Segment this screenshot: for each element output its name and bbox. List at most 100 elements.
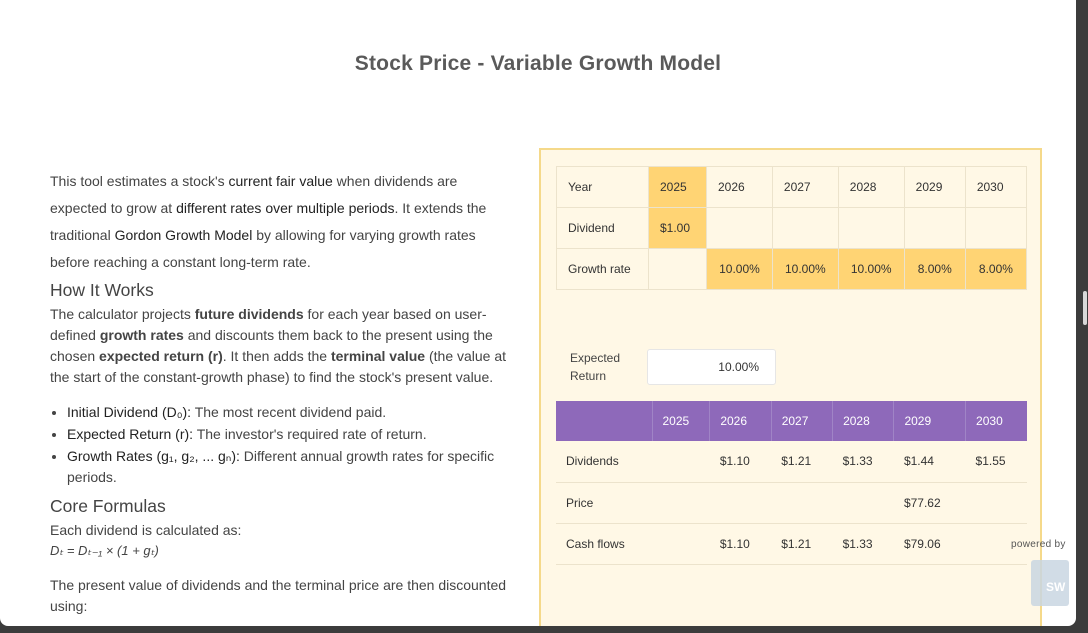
- initial-dividend-input[interactable]: $1.00: [648, 207, 707, 249]
- table-cell: [832, 482, 894, 524]
- page-title: Stock Price - Variable Growth Model: [354, 52, 722, 75]
- table-cell: [709, 482, 772, 524]
- table-header-row: 2025 2026 2027 2028 2029 2030: [556, 401, 1027, 441]
- intro-paragraph: This tool estimates a stock's current fa…: [50, 168, 518, 276]
- bullet-desc: The most recent dividend paid.: [191, 404, 387, 420]
- empty-cell: [837, 207, 905, 249]
- table-row: Year 2025 2026 2027 2028 2029 2030: [556, 166, 1028, 208]
- intro-text: . It extends the traditional: [50, 200, 487, 243]
- how-it-works-heading: How It Works: [50, 280, 154, 300]
- calculator-page: Stock Price - Variable Growth Model This…: [0, 0, 1076, 626]
- core-formulas-heading: Core Formulas: [50, 496, 166, 516]
- list-item: Initial Dividend (D₀): The most recent d…: [67, 402, 518, 423]
- year-cell: 2029: [903, 166, 966, 208]
- intro-bold: different rates over multiple periods: [176, 200, 395, 216]
- table-row: Dividend $1.00: [556, 207, 1028, 249]
- how-text: The calculator projects: [50, 306, 195, 322]
- header-cell: 2030: [965, 401, 1027, 441]
- growth-rate-input[interactable]: 8.00%: [903, 248, 966, 290]
- table-cell: [652, 441, 710, 483]
- intro-text: by allowing for varying growth rates bef…: [50, 227, 476, 270]
- table-cell: [652, 482, 710, 524]
- header-cell: 2027: [770, 401, 833, 441]
- header-cell: 2026: [709, 401, 772, 441]
- growth-rate-input[interactable]: 10.00%: [706, 248, 773, 290]
- results-table: 2025 2026 2027 2028 2029 2030 Dividends …: [556, 401, 1027, 565]
- header-cell: [556, 401, 652, 441]
- empty-cell: [648, 248, 707, 290]
- table-row: Growth rate 10.00% 10.00% 10.00% 8.00% 8…: [556, 248, 1028, 290]
- discount-text: The present value of dividends and the t…: [50, 577, 507, 614]
- intro-text: when dividends are expected to grow at: [50, 173, 458, 216]
- table-cell: $1.21: [771, 441, 833, 483]
- row-label: Cash flows: [556, 523, 652, 565]
- list-item: Growth Rates (g₁, g₂, ... gₙ): Different…: [67, 446, 518, 488]
- header-cell: 2025: [651, 401, 710, 441]
- empty-cell: [903, 207, 966, 249]
- year-cell: 2027: [771, 166, 839, 208]
- empty-cell: [771, 207, 839, 249]
- growth-input-table: Year 2025 2026 2027 2028 2029 2030 Divid…: [556, 166, 1028, 290]
- table-cell: $1.10: [709, 523, 772, 565]
- table-cell: $1.44: [893, 441, 966, 483]
- how-text: . It then adds the: [222, 348, 331, 364]
- list-item: Expected Return (r): The investor's requ…: [67, 424, 518, 445]
- bullet-desc: Different annual growth rates for specif…: [67, 448, 495, 485]
- empty-cell: [706, 207, 773, 249]
- calculator-panel: Year 2025 2026 2027 2028 2029 2030 Divid…: [539, 148, 1042, 626]
- bullet-term: Expected Return (r):: [67, 426, 194, 442]
- growth-rate-input[interactable]: 10.00%: [837, 248, 905, 290]
- intro-bold: current fair value: [228, 173, 333, 189]
- growth-rate-label: Growth rate: [556, 248, 649, 290]
- expected-return-label-line: Expected: [570, 351, 621, 365]
- intro-text: This tool estimates a stock's: [50, 173, 229, 189]
- how-bold: terminal value: [330, 348, 426, 364]
- year-cell: 2025: [648, 166, 707, 208]
- how-bold: future dividends: [194, 306, 304, 322]
- how-text: (the value at the start of the constant-…: [50, 348, 507, 385]
- expected-return-label-line: Return: [570, 369, 607, 383]
- intro-bold: Gordon Growth Model: [114, 227, 253, 243]
- how-text: for each year based on user-defined: [50, 306, 487, 343]
- how-it-works-paragraph: The calculator projects future dividends…: [50, 304, 518, 388]
- row-label: Dividends: [556, 441, 652, 483]
- table-cell: $79.06: [893, 523, 966, 565]
- how-text: and discounts them back to the present u…: [50, 327, 493, 364]
- inputs-list: Initial Dividend (D₀): The most recent d…: [50, 402, 518, 488]
- header-cell: 2028: [832, 401, 894, 441]
- table-cell: $77.62: [893, 482, 966, 524]
- table-row: Price $77.62: [556, 482, 1027, 524]
- bullet-term: Initial Dividend (D₀):: [67, 404, 192, 420]
- spreadsheet-logo-icon[interactable]: SW: [1031, 560, 1069, 606]
- row-label: Price: [556, 482, 652, 524]
- expected-return-input[interactable]: 10.00%: [647, 349, 776, 385]
- table-cell: $1.33: [832, 523, 894, 565]
- table-cell: $1.21: [771, 523, 833, 565]
- growth-rate-input[interactable]: 10.00%: [771, 248, 839, 290]
- table-cell: [771, 482, 833, 524]
- table-cell: [965, 482, 1027, 524]
- table-cell: [965, 523, 1027, 565]
- year-cell: 2030: [964, 166, 1028, 208]
- year-cell: 2026: [706, 166, 773, 208]
- header-cell: 2029: [893, 401, 966, 441]
- year-cell: 2028: [837, 166, 905, 208]
- table-cell: $1.33: [832, 441, 894, 483]
- how-bold: expected return (r): [99, 348, 223, 364]
- powered-by-label: powered by: [1011, 539, 1066, 550]
- logo-text: SW: [1046, 580, 1066, 594]
- expected-return-label: Expected Return: [570, 349, 620, 385]
- year-label: Year: [556, 166, 649, 208]
- table-cell: $1.55: [965, 441, 1027, 483]
- table-cell: [652, 523, 710, 565]
- dividend-formula: Dₜ = Dₜ₋₁ × (1 + gₜ): [50, 543, 159, 558]
- bullet-term: Growth Rates (g₁, g₂, ... gₙ):: [67, 448, 240, 464]
- table-row: Dividends $1.10 $1.21 $1.33 $1.44 $1.55: [556, 441, 1027, 483]
- how-bold: growth rates: [99, 327, 184, 343]
- table-cell: $1.10: [709, 441, 772, 483]
- empty-cell: [964, 207, 1028, 249]
- scrollbar[interactable]: [1083, 291, 1087, 325]
- description-column: This tool estimates a stock's current fa…: [50, 168, 518, 617]
- growth-rate-input[interactable]: 8.00%: [964, 248, 1028, 290]
- core-formulas-text: Each dividend is calculated as:: [50, 522, 242, 538]
